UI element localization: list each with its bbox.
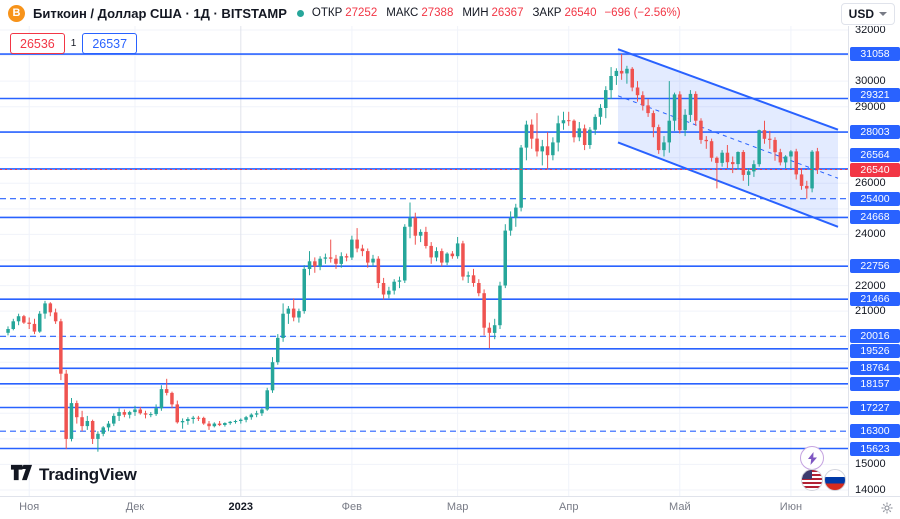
bitcoin-icon: B — [8, 4, 25, 22]
close-value: 26540 — [564, 7, 597, 19]
price-level-label: 18157 — [850, 376, 900, 391]
currency-selector-button[interactable]: USD — [840, 3, 895, 25]
time-axis-label: Май — [669, 501, 691, 513]
market-status-dot — [296, 9, 304, 17]
price-tick-label: 15000 — [855, 458, 886, 471]
price-level-label: 18764 — [850, 361, 900, 376]
price-tick-label: 22000 — [855, 279, 886, 292]
price-tick-label: 14000 — [855, 484, 886, 496]
lightning-icon — [807, 451, 817, 465]
gear-icon[interactable] — [881, 501, 893, 519]
buy-price-button[interactable]: 26537 — [82, 33, 138, 54]
price-level-label: 24668 — [850, 210, 900, 225]
price-tick-label: 26000 — [855, 177, 886, 190]
spread-value: 1 — [69, 38, 78, 49]
tradingview-logo-text: TradingView — [39, 465, 137, 484]
time-axis[interactable]: Ноя Дек 2023 Фев Мар Апр Май Июн — [0, 496, 900, 518]
time-axis-label: Ноя — [19, 501, 40, 513]
time-axis-label: Июн — [779, 501, 803, 513]
symbol-title[interactable]: Биткоин / Доллар США · 1Д · BITSTAMP — [33, 5, 287, 21]
time-axis-label: Апр — [559, 501, 579, 513]
price-tick-label: 30000 — [855, 75, 886, 88]
price-tick-label: 24000 — [855, 228, 886, 241]
ohlc-values: ОТКР 27252 МАКС 27388 МИН 26367 ЗАКР 26540 — [312, 7, 597, 19]
sell-price-button[interactable]: 26536 — [10, 33, 65, 54]
price-tick-label: 29000 — [855, 100, 886, 113]
chart-toolbar: B Биткоин / Доллар США · 1Д · BITSTAMP О… — [0, 0, 900, 26]
us-flag-button[interactable] — [801, 469, 823, 491]
time-axis-label: 2023 — [228, 501, 253, 513]
price-tick-label: 21000 — [855, 305, 886, 318]
price-level-label: 26564 — [850, 147, 900, 162]
price-level-label: 28003 — [850, 125, 900, 140]
current-price-label: 26540 — [850, 162, 900, 177]
ru-flag-button[interactable] — [824, 469, 846, 491]
price-level-label: 29321 — [850, 88, 900, 103]
price-level-label: 25400 — [850, 191, 900, 206]
price-level-label: 22756 — [850, 259, 900, 274]
lightning-button[interactable] — [800, 446, 824, 470]
time-axis-label: Дек — [125, 501, 145, 513]
spread-widget: 26536 1 26537 — [10, 33, 138, 54]
price-level-label: 21466 — [850, 292, 900, 307]
price-level-label: 19526 — [850, 343, 900, 358]
price-level-label: 17227 — [850, 400, 900, 415]
close-label: ЗАКР — [532, 7, 562, 19]
price-change: −696 (−2.56%) — [604, 7, 681, 19]
tradingview-logo-icon — [10, 461, 33, 489]
time-axis-label: Мар — [446, 501, 469, 513]
price-level-label: 20016 — [850, 329, 900, 344]
currency-label: USD — [848, 7, 874, 21]
price-level-label: 15623 — [850, 441, 900, 456]
price-tick-label: 32000 — [855, 26, 886, 36]
low-label: МИН — [462, 7, 489, 19]
low-value: 26367 — [491, 7, 524, 19]
high-value: 27388 — [421, 7, 454, 19]
open-value: 27252 — [345, 7, 378, 19]
price-level-label: 16300 — [850, 424, 900, 439]
price-axis[interactable]: 32000 30000 29000 26000 24000 22000 21000 15000… — [848, 26, 900, 497]
high-label: МАКС — [386, 7, 419, 19]
open-label: ОТКР — [311, 7, 343, 19]
time-axis-label: Фев — [341, 501, 363, 513]
chevron-down-icon — [879, 12, 887, 16]
price-level-label: 31058 — [850, 47, 900, 62]
tradingview-logo[interactable]: TradingView — [10, 461, 137, 489]
